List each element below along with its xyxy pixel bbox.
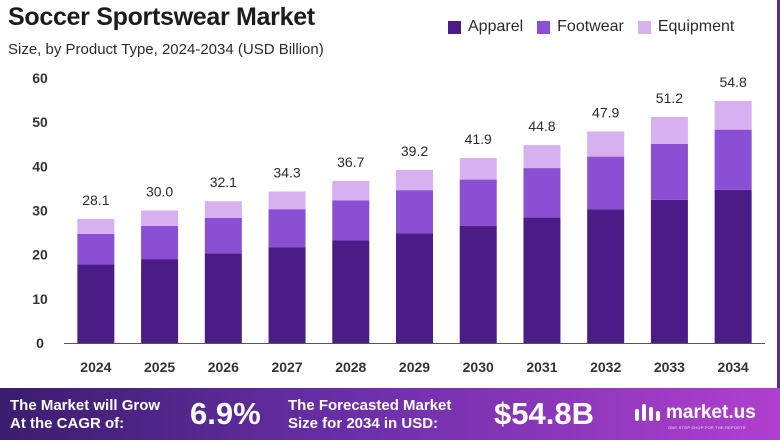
legend-item-footwear: Footwear	[537, 18, 624, 36]
legend-label-equipment: Equipment	[657, 18, 735, 35]
brand-tagline: ONE STOP SHOP FOR THE REPORTS	[668, 425, 746, 430]
footer-banner: The Market will Grow At the CAGR of: 6.9…	[0, 388, 780, 440]
x-tick-label: 2031	[526, 359, 557, 375]
total-label-2032: 47.9	[592, 104, 619, 120]
chart-subtitle: Size, by Product Type, 2024-2034 (USD Bi…	[8, 41, 324, 58]
bar-footwear-2026	[204, 218, 242, 254]
x-tick-label: 2032	[590, 359, 621, 375]
frame-border	[777, 0, 780, 390]
total-label-2033: 51.2	[656, 90, 683, 106]
legend-item-apparel: Apparel	[448, 18, 523, 36]
legend-label-apparel: Apparel	[468, 18, 524, 35]
x-tick-label: 2030	[463, 359, 494, 375]
forecast-caption-line1: The Forecasted Market	[288, 397, 452, 414]
bar-apparel-2032	[587, 209, 625, 343]
cagr-caption-line1: The Market will Grow	[10, 397, 161, 414]
bar-apparel-2030	[459, 225, 497, 343]
total-label-2034: 54.8	[720, 74, 747, 90]
total-label-2027: 34.3	[273, 165, 300, 181]
bar-equipment-2024	[77, 218, 115, 234]
bar-equipment-2034	[714, 100, 752, 130]
total-label-2031: 44.8	[528, 118, 555, 134]
total-label-2024: 28.1	[82, 192, 109, 208]
bar-apparel-2029	[396, 233, 433, 343]
bar-apparel-2034	[714, 189, 752, 343]
bar-footwear-2032	[587, 156, 625, 210]
bar-equipment-2026	[204, 201, 242, 219]
bar-equipment-2030	[459, 157, 497, 180]
y-tick-label: 0	[36, 335, 44, 351]
x-tick-label: 2033	[654, 359, 685, 375]
bar-apparel-2025	[141, 259, 179, 343]
bar-footwear-2027	[268, 209, 306, 248]
bar-apparel-2033	[650, 199, 688, 343]
bar-footwear-2031	[523, 168, 561, 218]
bar-equipment-2028	[332, 180, 370, 201]
total-label-2026: 32.1	[210, 174, 237, 190]
bar-apparel-2024	[77, 264, 115, 343]
legend: Apparel Footwear Equipment	[448, 18, 734, 36]
bar-equipment-2029	[396, 169, 433, 191]
bar-footwear-2024	[77, 233, 115, 265]
x-tick-label: 2025	[144, 359, 175, 375]
forecast-value: $54.8B	[494, 396, 594, 431]
forecast-caption-line2: Size for 2034 in USD:	[288, 415, 439, 432]
bar-apparel-2031	[523, 217, 561, 343]
y-tick-label: 20	[32, 247, 48, 263]
chart-title: Soccer Sportswear Market	[8, 3, 315, 31]
market-us-logo-icon	[635, 404, 660, 421]
bar-footwear-2029	[396, 190, 433, 234]
cagr-value: 6.9%	[190, 396, 261, 431]
x-tick-label: 2024	[80, 359, 111, 375]
forecast-caption: The Forecasted Market Size for 2034 in U…	[288, 397, 451, 433]
total-label-2029: 39.2	[401, 143, 428, 159]
total-label-2025: 30.0	[146, 184, 173, 200]
bar-equipment-2031	[523, 145, 561, 169]
legend-swatch-apparel	[448, 20, 461, 34]
x-tick-label: 2029	[399, 359, 430, 375]
legend-item-equipment: Equipment	[637, 18, 735, 36]
y-tick-label: 60	[32, 70, 48, 86]
bar-footwear-2033	[650, 143, 688, 200]
y-tick-label: 40	[32, 158, 48, 174]
total-label-2028: 36.7	[337, 154, 364, 170]
brand-name: market.us	[666, 402, 756, 423]
cagr-caption-line2: At the CAGR of:	[10, 415, 125, 432]
stacked-bar-chart: 010203040506028.1202430.0202532.1202634.…	[32, 70, 765, 375]
bar-footwear-2028	[332, 200, 370, 241]
x-tick-label: 2027	[271, 359, 302, 375]
bar-equipment-2033	[650, 116, 688, 144]
legend-label-footwear: Footwear	[557, 18, 624, 35]
bar-footwear-2034	[714, 129, 752, 190]
brand-logo[interactable]: market.us	[632, 400, 756, 426]
y-tick-label: 30	[32, 203, 48, 219]
legend-swatch-equipment	[637, 20, 651, 34]
bar-equipment-2027	[268, 191, 306, 210]
y-tick-label: 50	[32, 114, 48, 130]
total-label-2030: 41.9	[465, 131, 492, 147]
x-tick-label: 2028	[335, 359, 366, 375]
bar-equipment-2032	[587, 131, 625, 157]
bar-apparel-2027	[268, 247, 306, 343]
y-tick-label: 10	[32, 291, 48, 307]
x-tick-label: 2034	[718, 359, 749, 375]
bar-footwear-2030	[459, 179, 497, 226]
bar-equipment-2025	[141, 210, 179, 226]
cagr-caption: The Market will Grow At the CAGR of:	[10, 397, 160, 433]
x-tick-label: 2026	[208, 359, 239, 375]
bar-footwear-2025	[141, 225, 179, 260]
bar-apparel-2026	[204, 253, 242, 343]
legend-swatch-footwear	[537, 20, 551, 34]
bar-apparel-2028	[332, 240, 370, 343]
